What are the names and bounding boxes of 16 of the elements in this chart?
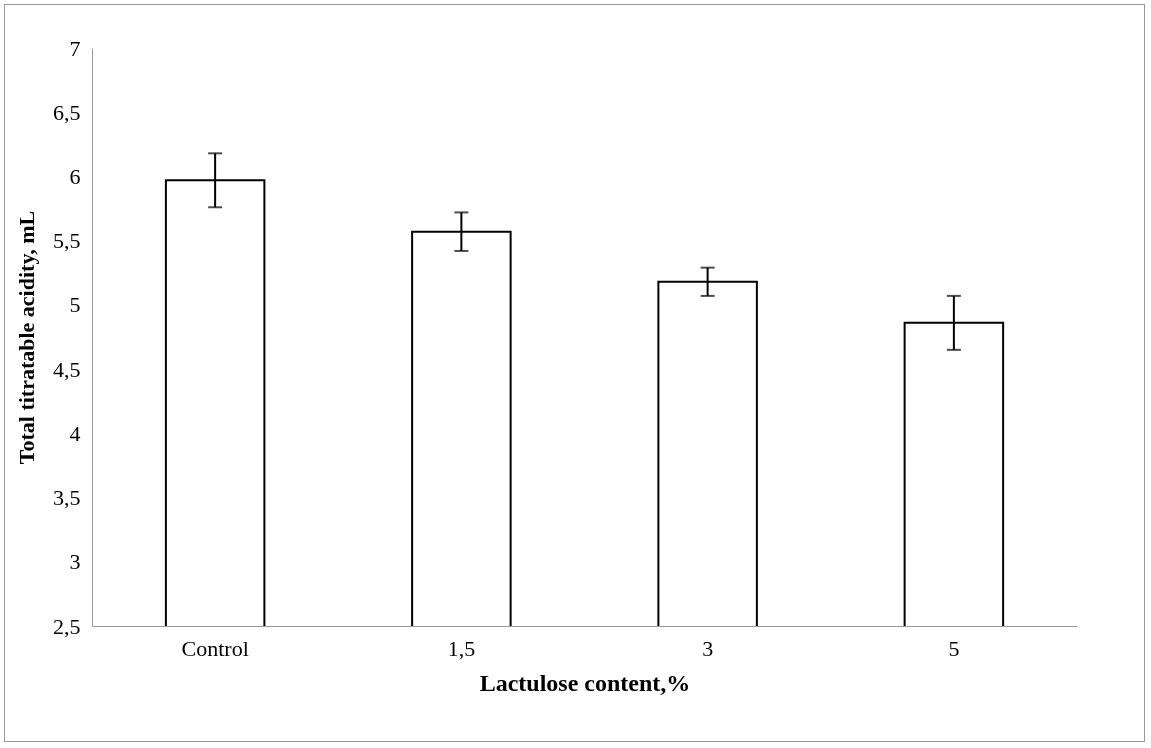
y-tick-label: 4,5 — [53, 356, 81, 382]
x-tick-label: 1,5 — [447, 635, 476, 661]
y-tick-label: 2,5 — [53, 613, 81, 639]
y-tick-label: 4 — [69, 420, 81, 446]
x-tick-label: 5 — [948, 635, 960, 661]
x-tick-label: 3 — [702, 635, 714, 661]
y-tick-label: 5,5 — [53, 228, 81, 254]
y-tick-label: 3,5 — [53, 485, 81, 511]
x-axis-title: Lactulose content,% — [479, 669, 691, 696]
y-tick-label: 6,5 — [53, 99, 81, 125]
y-tick-label: 7 — [69, 35, 81, 61]
y-tick-label: 6 — [69, 163, 81, 189]
y-axis-title: Total titratable acidity, mL — [14, 210, 39, 465]
y-tick-label: 3 — [69, 549, 81, 575]
x-tick-label: Control — [181, 635, 249, 661]
y-tick-label: 5 — [69, 292, 81, 318]
